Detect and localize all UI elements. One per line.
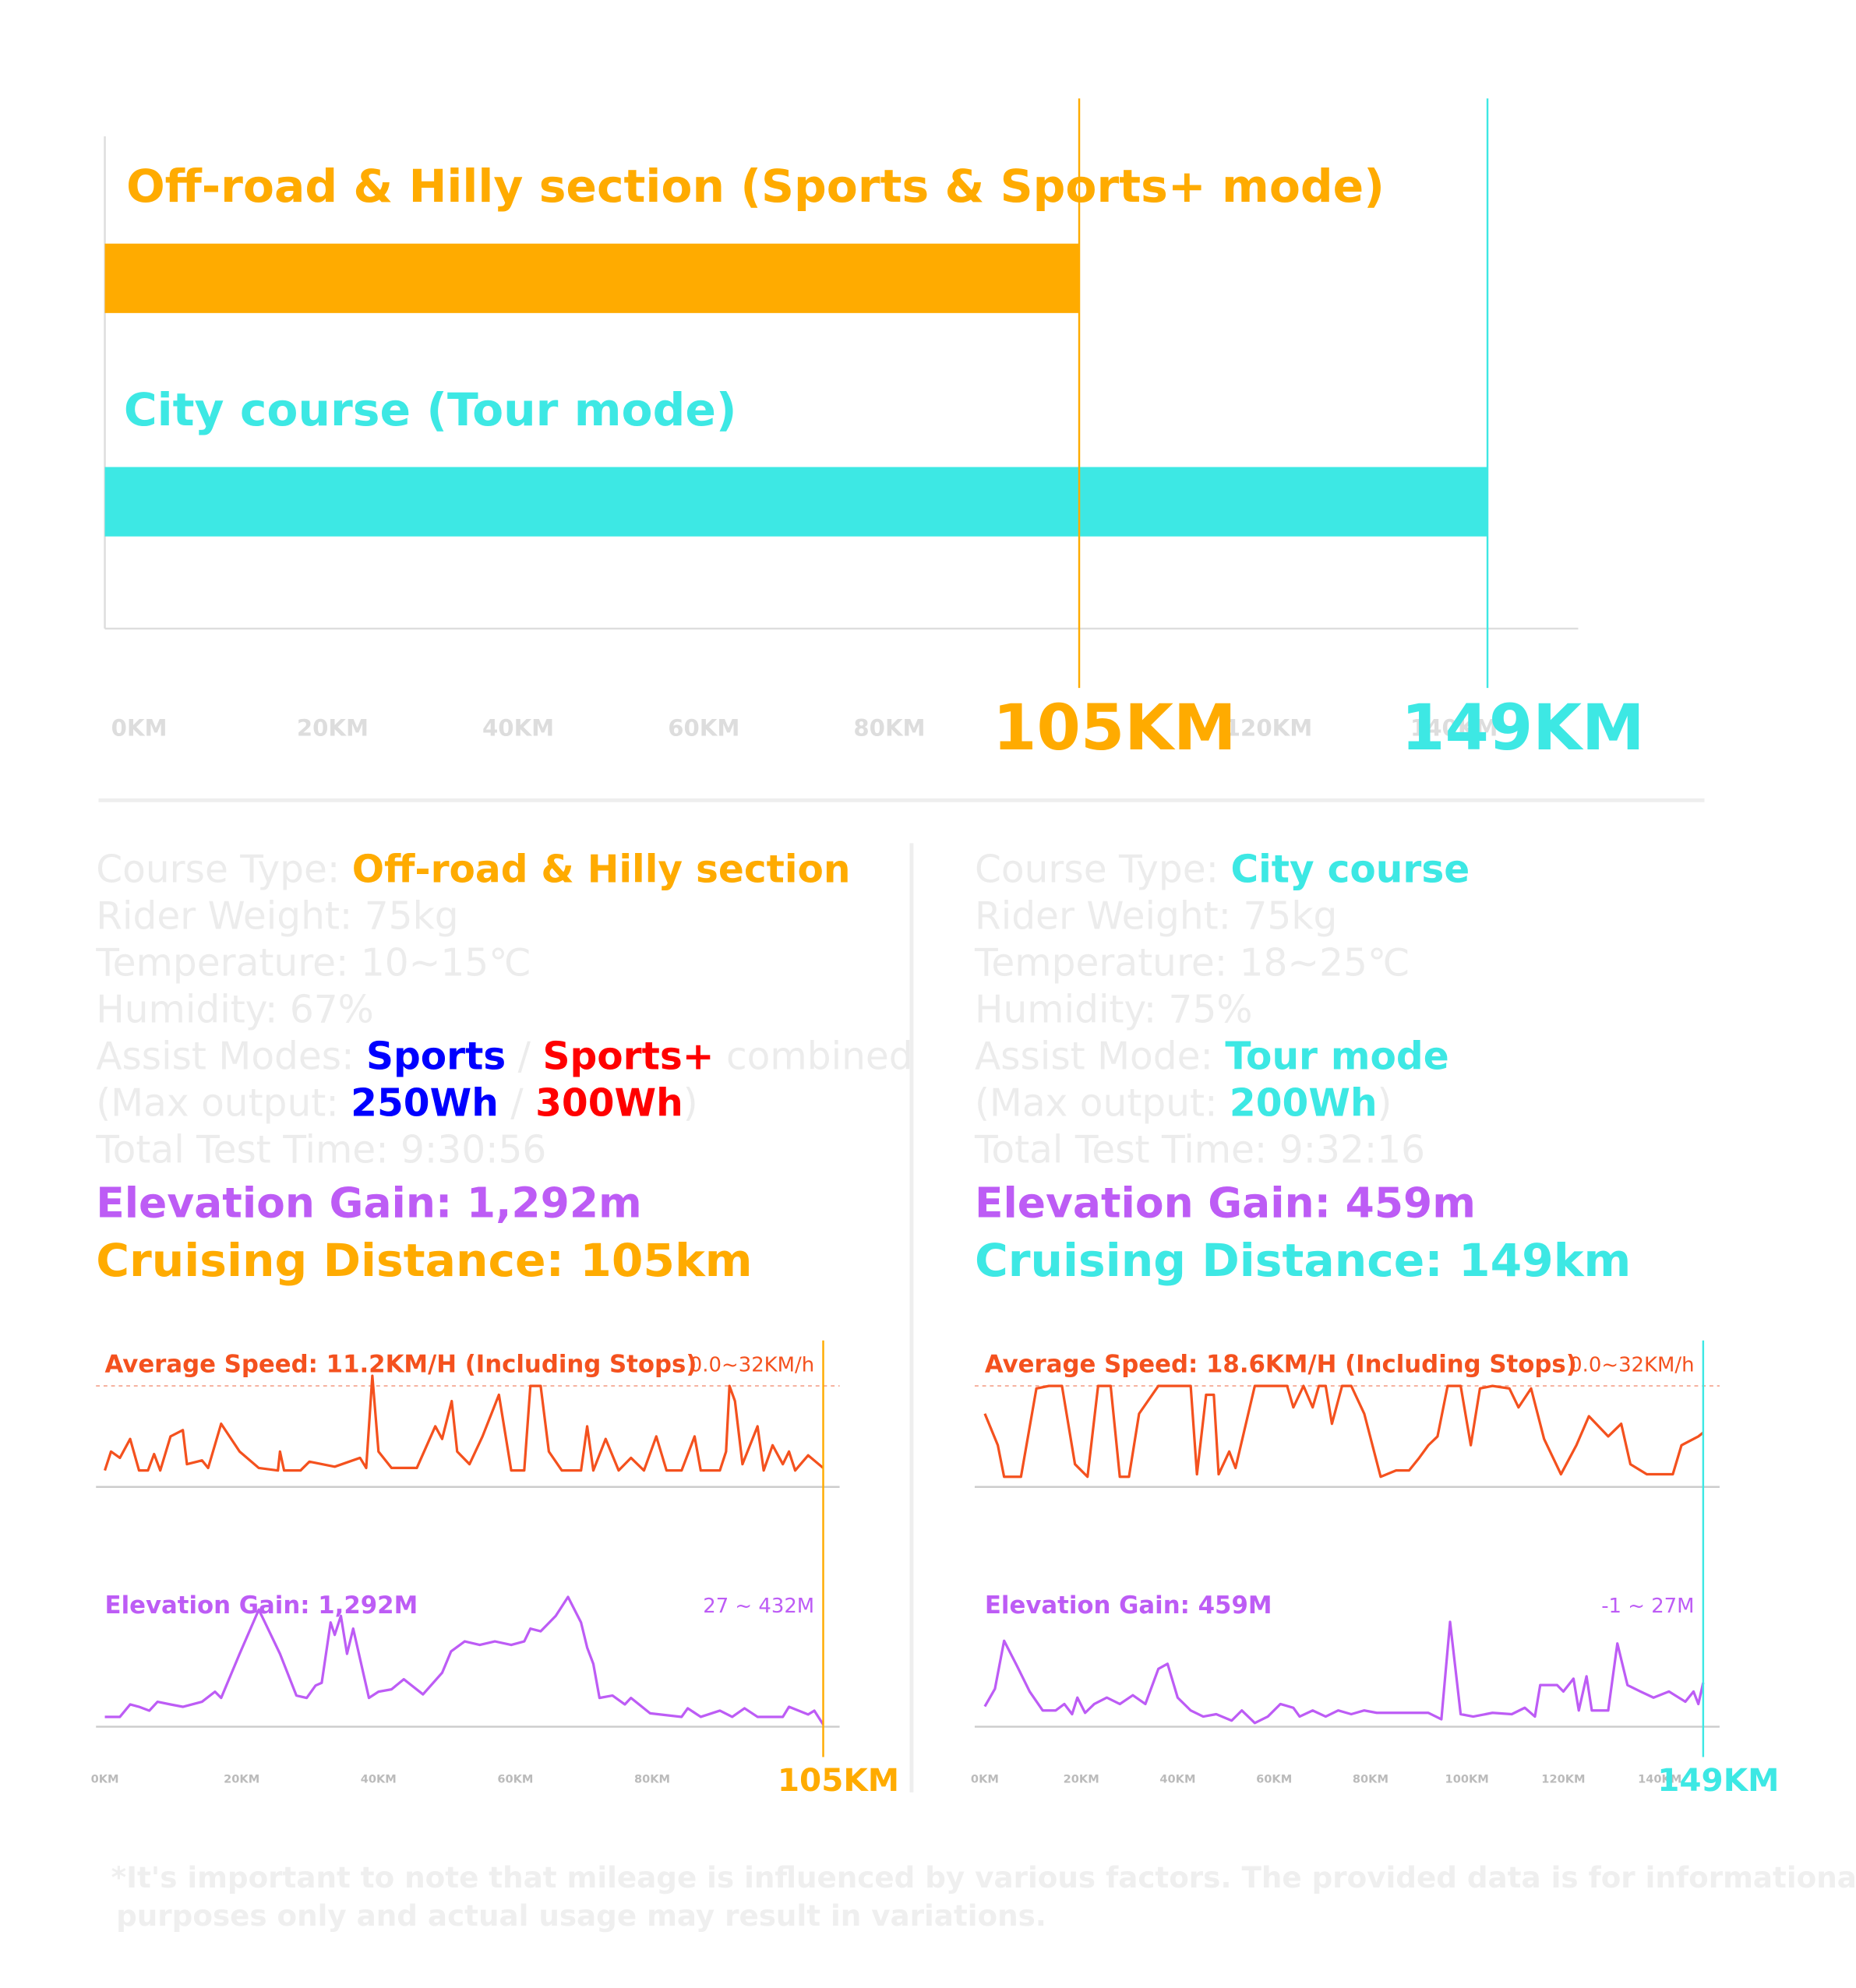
spec-text: Cruising Distance: bbox=[975, 1234, 1459, 1287]
value-label: 149KM bbox=[1401, 692, 1644, 765]
spec-text: Temperature: 18~25℃ bbox=[974, 942, 1410, 985]
chart-title: Average Speed: 11.2KM/H (Including Stops… bbox=[105, 1351, 697, 1379]
spec-text: Assist Mode: bbox=[975, 1035, 1225, 1078]
spec-line: Course Type: Off-road & Hilly section bbox=[96, 848, 850, 892]
x-tick-label: 0KM bbox=[91, 1773, 119, 1786]
x-tick-label: 120KM bbox=[1541, 1773, 1585, 1786]
spec-text: Elevation Gain: 459m bbox=[975, 1178, 1476, 1227]
footnote: purposes only and actual usage may resul… bbox=[116, 1898, 1046, 1933]
spec-text: Tour mode bbox=[1225, 1035, 1448, 1078]
chart-title: Elevation Gain: 1,292M bbox=[105, 1591, 418, 1620]
data-line bbox=[983, 1620, 1705, 1725]
data-line bbox=[104, 1595, 824, 1725]
x-tick-label: 80KM bbox=[634, 1773, 670, 1786]
spec-line: Assist Mode: Tour mode bbox=[975, 1035, 1449, 1078]
x-tick-label: 20KM bbox=[1064, 1773, 1099, 1786]
spec-line: Temperature: 10~15℃ bbox=[95, 942, 531, 985]
range-label: -1 ~ 27M bbox=[1601, 1595, 1694, 1618]
spec-text: ) bbox=[683, 1081, 698, 1125]
spec-line: Temperature: 18~25℃ bbox=[974, 942, 1410, 985]
x-tick-label: 80KM bbox=[1353, 1773, 1388, 1786]
spec-text: Total Test Time: 9:32:16 bbox=[974, 1128, 1425, 1172]
bar-label: Off-road & Hilly section (Sports & Sport… bbox=[126, 160, 1385, 213]
x-tick-label: 60KM bbox=[1256, 1773, 1292, 1786]
spec-line: (Max output: 250Wh / 300Wh) bbox=[96, 1081, 697, 1125]
range-label: 0.0~32KM/h bbox=[690, 1354, 814, 1377]
spec-text: Sports bbox=[366, 1035, 506, 1078]
spec-line: Rider Weight: 75kg bbox=[96, 895, 458, 939]
spec-line: Course Type: City course bbox=[975, 848, 1470, 892]
spec-line: Total Test Time: 9:32:16 bbox=[974, 1128, 1425, 1172]
spec-text: 250Wh bbox=[351, 1081, 499, 1125]
spec-text: Temperature: 10~15℃ bbox=[95, 942, 531, 985]
spec-text: combined bbox=[715, 1035, 913, 1078]
x-tick-label: 60KM bbox=[668, 715, 739, 742]
spec-text: 300Wh bbox=[535, 1081, 683, 1125]
bar bbox=[104, 243, 1080, 313]
spec-text: 200Wh bbox=[1230, 1081, 1378, 1125]
data-line bbox=[104, 1374, 824, 1472]
spec-text: Cruising Distance: bbox=[96, 1234, 580, 1287]
x-tick-label: 0KM bbox=[971, 1773, 999, 1786]
spec-text: Course Type: bbox=[96, 848, 352, 892]
spec-line: Humidity: 75% bbox=[975, 988, 1253, 1031]
footnote: *It's important to note that mileage is … bbox=[111, 1860, 1856, 1895]
x-tick-label: 120KM bbox=[1225, 715, 1312, 742]
spec-text: 149km bbox=[1459, 1234, 1631, 1287]
spec-line: Humidity: 67% bbox=[96, 988, 374, 1031]
spec-text: 105km bbox=[580, 1234, 752, 1287]
spec-text: City course bbox=[1230, 848, 1470, 892]
x-tick-label: 100KM bbox=[1445, 1773, 1489, 1786]
spec-text: Sports+ bbox=[543, 1035, 715, 1078]
chart-title: Average Speed: 18.6KM/H (Including Stops… bbox=[985, 1351, 1577, 1379]
x-tick-label: 80KM bbox=[853, 715, 925, 742]
x-tick-label: 20KM bbox=[224, 1773, 259, 1786]
spec-line: Rider Weight: 75kg bbox=[975, 895, 1337, 939]
spec-text: Humidity: 75% bbox=[975, 988, 1253, 1031]
end-label: 105KM bbox=[778, 1761, 899, 1799]
x-tick-label: 40KM bbox=[1159, 1773, 1195, 1786]
spec-text: Elevation Gain: 1,292m bbox=[96, 1178, 642, 1227]
spec-text: / bbox=[506, 1035, 542, 1078]
spec-text: / bbox=[499, 1081, 535, 1125]
spec-text: Rider Weight: 75kg bbox=[96, 895, 458, 939]
spec-line: Assist Modes: Sports / Sports+ combined bbox=[96, 1035, 912, 1078]
x-tick-label: 0KM bbox=[111, 715, 168, 742]
range-label: 0.0~32KM/h bbox=[1569, 1354, 1694, 1377]
spec-text: Course Type: bbox=[975, 848, 1231, 892]
spec-line: Elevation Gain: 459m bbox=[975, 1178, 1476, 1227]
spec-line: Cruising Distance: 105km bbox=[96, 1234, 752, 1287]
spec-text: Humidity: 67% bbox=[96, 988, 374, 1031]
spec-line: Elevation Gain: 1,292m bbox=[96, 1178, 642, 1227]
spec-line: (Max output: 200Wh) bbox=[975, 1081, 1392, 1125]
x-tick-label: 20KM bbox=[297, 715, 369, 742]
bar-label: City course (Tour mode) bbox=[124, 383, 737, 436]
spec-text: Rider Weight: 75kg bbox=[975, 895, 1337, 939]
bar bbox=[104, 467, 1488, 537]
spec-line: Cruising Distance: 149km bbox=[975, 1234, 1631, 1287]
spec-line: Total Test Time: 9:30:56 bbox=[95, 1128, 546, 1172]
x-tick-label: 40KM bbox=[361, 1773, 397, 1786]
range-label: 27 ~ 432M bbox=[703, 1595, 814, 1618]
spec-text: Assist Modes: bbox=[96, 1035, 366, 1078]
x-tick-label: 140KM bbox=[1410, 715, 1498, 742]
spec-text: ) bbox=[1378, 1081, 1392, 1125]
spec-text: Off-road & Hilly section bbox=[352, 848, 851, 892]
x-tick-label: 140KM bbox=[1638, 1773, 1681, 1786]
value-label: 105KM bbox=[993, 692, 1236, 765]
spec-text: (Max output: bbox=[96, 1081, 351, 1125]
spec-text: (Max output: bbox=[975, 1081, 1230, 1125]
spec-text: Total Test Time: 9:30:56 bbox=[95, 1128, 546, 1172]
x-tick-label: 40KM bbox=[482, 715, 554, 742]
data-line bbox=[983, 1384, 1704, 1479]
x-tick-label: 60KM bbox=[497, 1773, 533, 1786]
chart-title: Elevation Gain: 459M bbox=[985, 1591, 1272, 1620]
end-label: 149KM bbox=[1657, 1761, 1779, 1799]
